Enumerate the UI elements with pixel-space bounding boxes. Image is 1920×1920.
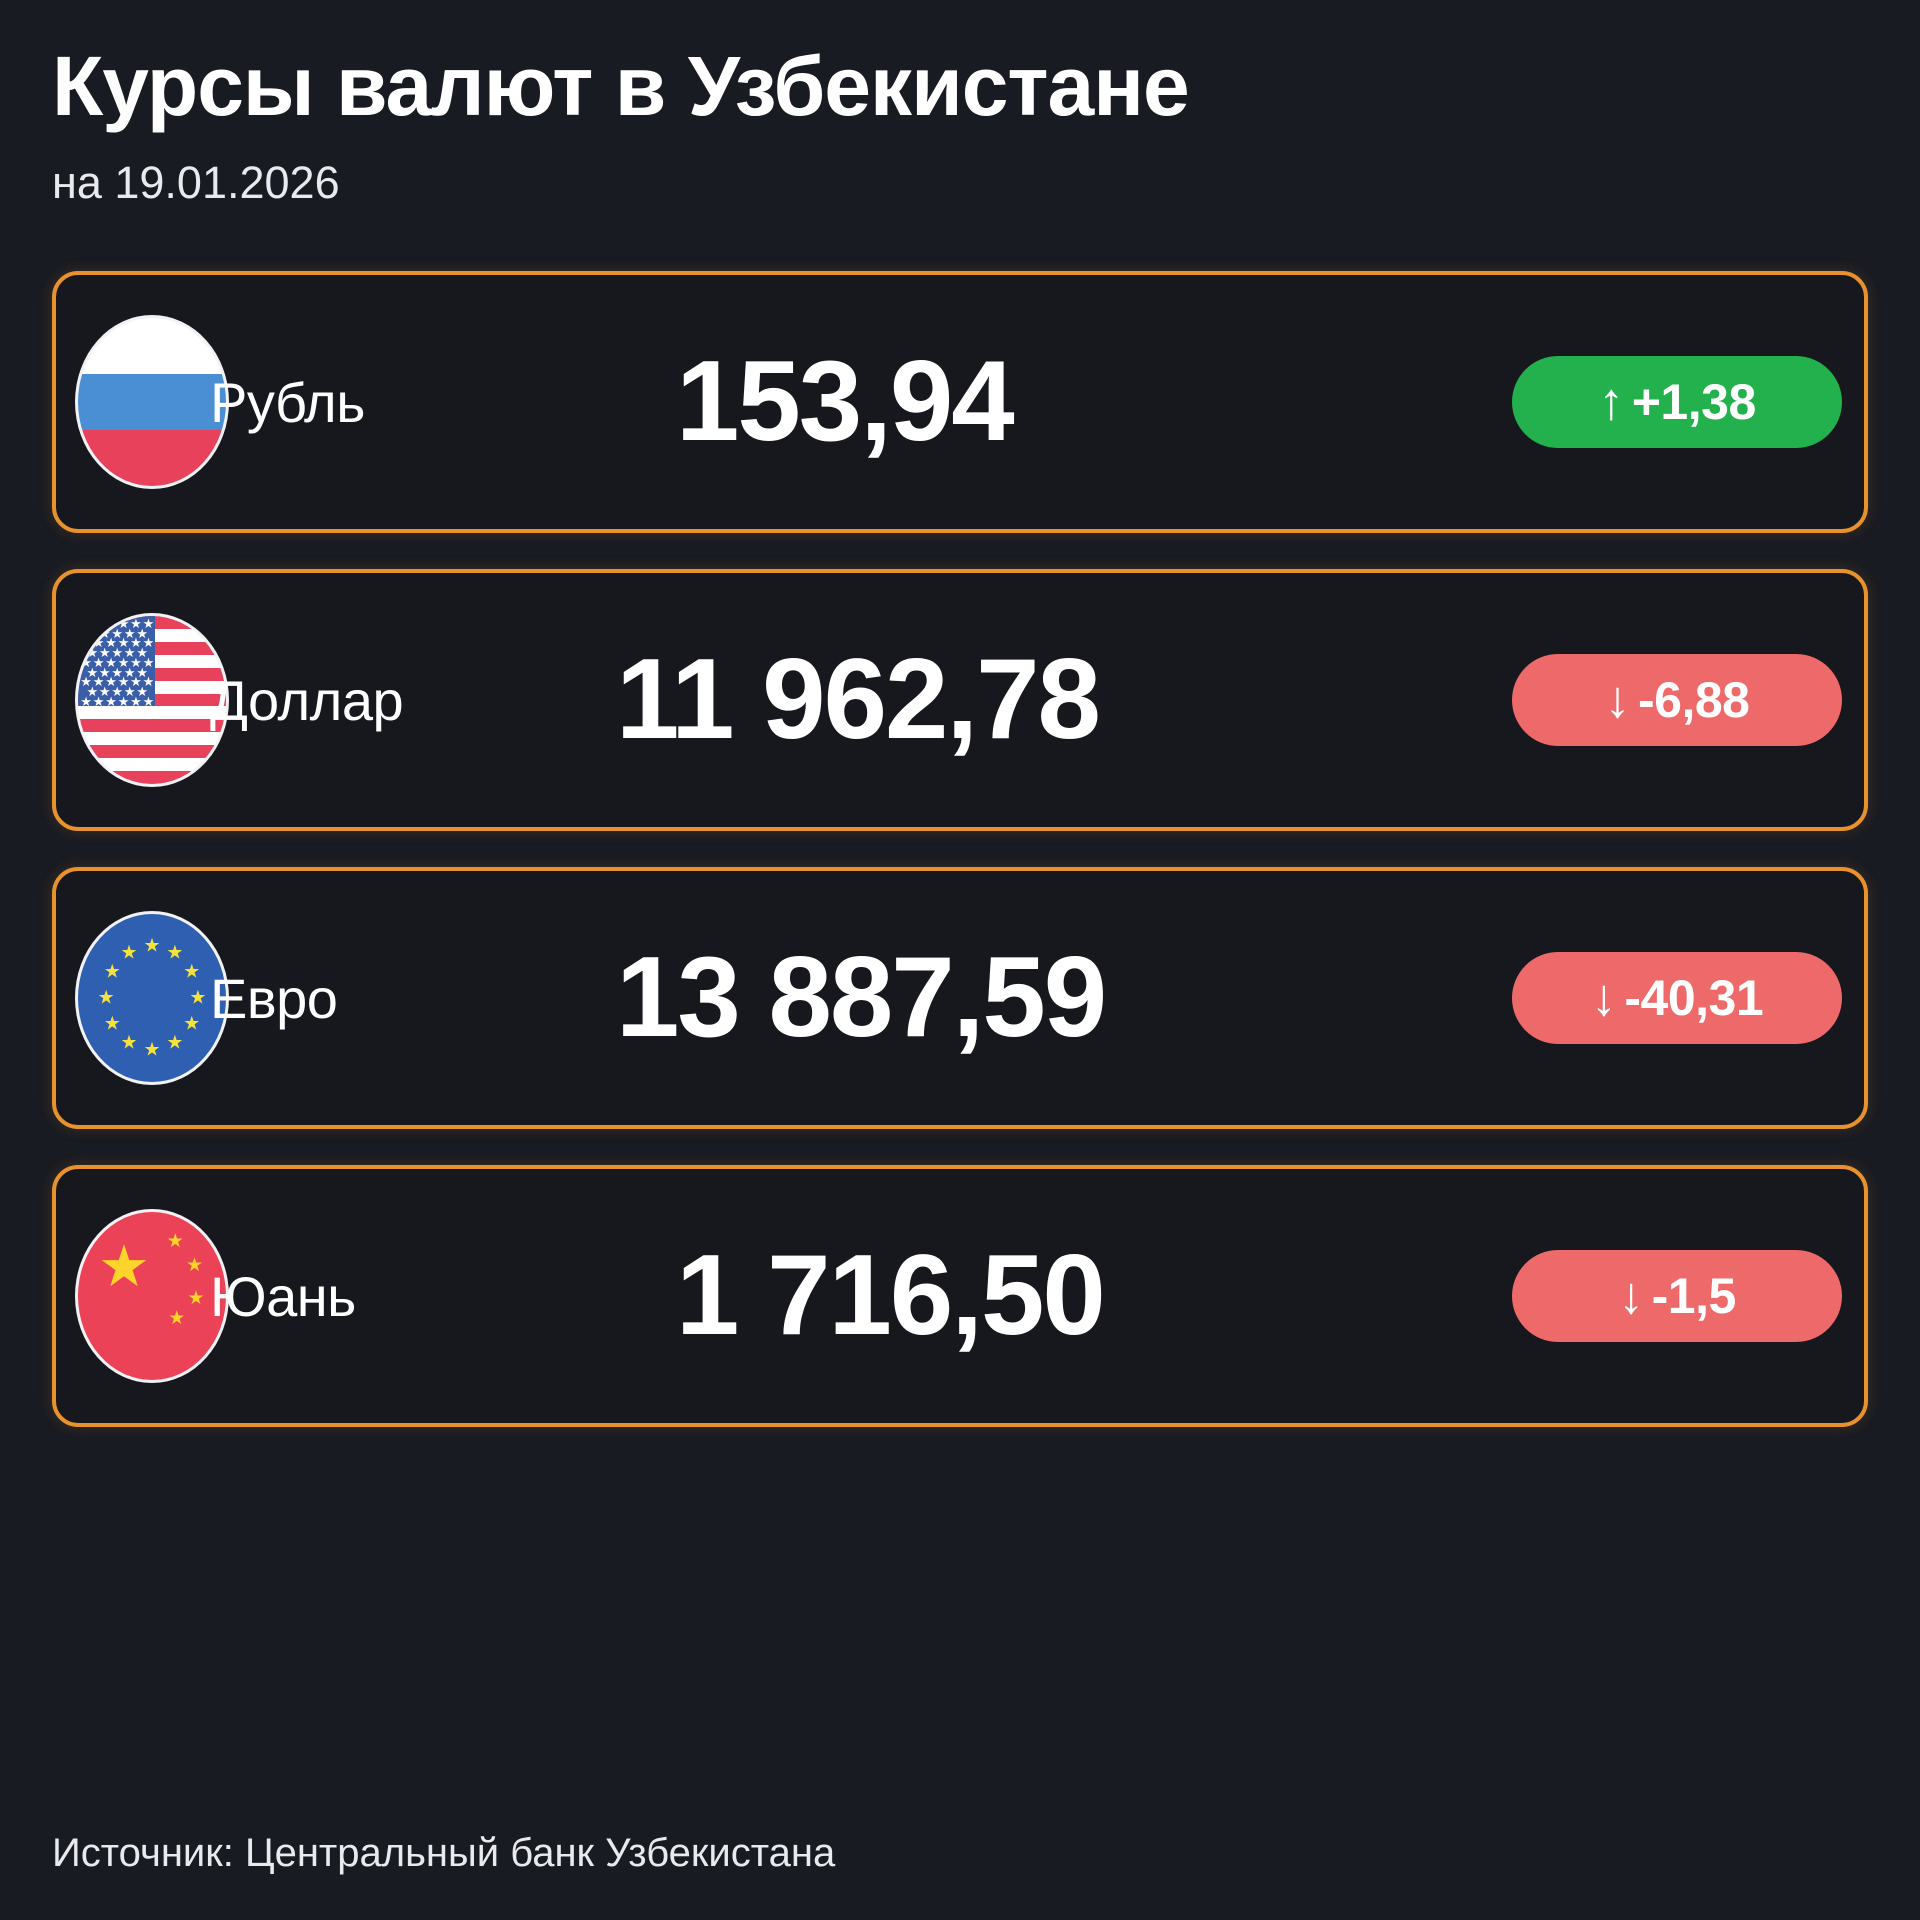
arrow-down-icon: ↓	[1590, 969, 1617, 1028]
change-value: -1,5	[1651, 1268, 1737, 1325]
currency-name: Доллар	[210, 668, 404, 732]
currency-identity: ★ ★ ★ ★ ★ Юань	[78, 1212, 356, 1381]
currency-identity: ★ ★ ★ ★ ★ ★ ★ ★ ★ ★ ★ ★ Евро	[78, 914, 338, 1083]
currency-card-dollar[interactable]: ★ ★ ★ ★ ★ ★ ★ ★ ★ ★ ★ ★ ★ ★ ★ ★ ★ ★ ★ ★ ★ ★ ★ ★ ★ ★ ★ ★ ★ ★ ★ ★ ★ ★ ★ ★ ★ ★ ★ ★…	[52, 569, 1868, 832]
arrow-down-icon: ↓	[1618, 1267, 1644, 1326]
flag-eu-icon: ★ ★ ★ ★ ★ ★ ★ ★ ★ ★ ★ ★	[78, 914, 226, 1083]
change-badge-down: ↓ -1,5	[1512, 1250, 1842, 1343]
currency-card-euro[interactable]: ★ ★ ★ ★ ★ ★ ★ ★ ★ ★ ★ ★ Евро 13 887,59 ↓ -40,31	[52, 867, 1868, 1130]
change-badge-up: ↑ +1,38	[1512, 356, 1842, 449]
currency-card-ruble[interactable]: Рубль 153,94 ↑ +1,38	[52, 271, 1868, 534]
currency-identity: ★ ★ ★ ★ ★ ★ ★ ★ ★ ★ ★ ★ ★ ★ ★ ★ ★ ★ ★ ★ ★ ★ ★ ★ ★ ★ ★ ★ ★ ★ ★ ★ ★ ★ ★ ★ ★ ★ ★ ★…	[78, 616, 404, 785]
arrow-up-icon: ↑	[1598, 373, 1624, 432]
change-value: +1,38	[1631, 374, 1757, 431]
change-badge-down: ↓ -6,88	[1512, 654, 1842, 747]
flag-china-icon: ★ ★ ★ ★ ★	[78, 1212, 226, 1381]
source-note: Источник: Центральный банк Узбекистана	[52, 1831, 836, 1875]
currency-rate-value: 1 716,50	[676, 1232, 1106, 1360]
arrow-down-icon: ↓	[1604, 671, 1631, 730]
currency-card-list: Рубль 153,94 ↑ +1,38 ★ ★ ★ ★ ★ ★ ★ ★ ★ ★ ★ ★ ★ ★ ★ ★ ★ ★ ★…	[52, 271, 1868, 1428]
currency-name: Евро	[210, 966, 338, 1030]
change-badge-down: ↓ -40,31	[1512, 952, 1842, 1045]
currency-name: Рубль	[210, 370, 365, 434]
page-title: Курсы валют в Узбекистане	[52, 39, 1190, 133]
currency-card-yuan[interactable]: ★ ★ ★ ★ ★ Юань 1 716,50 ↓ -1,5	[52, 1165, 1868, 1428]
flag-russia-icon	[78, 318, 226, 487]
page-subtitle-date: на 19.01.2026	[52, 157, 340, 209]
change-value: -6,88	[1638, 672, 1750, 729]
currency-rate-value: 153,94	[676, 338, 1015, 466]
currency-rate-value: 13 887,59	[616, 934, 1107, 1062]
change-value: -40,31	[1624, 970, 1764, 1027]
currency-name: Юань	[210, 1264, 356, 1328]
flag-usa-icon: ★ ★ ★ ★ ★ ★ ★ ★ ★ ★ ★ ★ ★ ★ ★ ★ ★ ★ ★ ★ ★ ★ ★ ★ ★ ★ ★ ★ ★ ★ ★ ★ ★ ★ ★ ★ ★ ★ ★ ★…	[78, 616, 226, 785]
header: Курсы валют в Узбекистане на 19.01.2026	[52, 0, 1868, 209]
currency-identity: Рубль	[78, 318, 365, 487]
currency-rate-value: 11 962,78	[616, 636, 1101, 764]
